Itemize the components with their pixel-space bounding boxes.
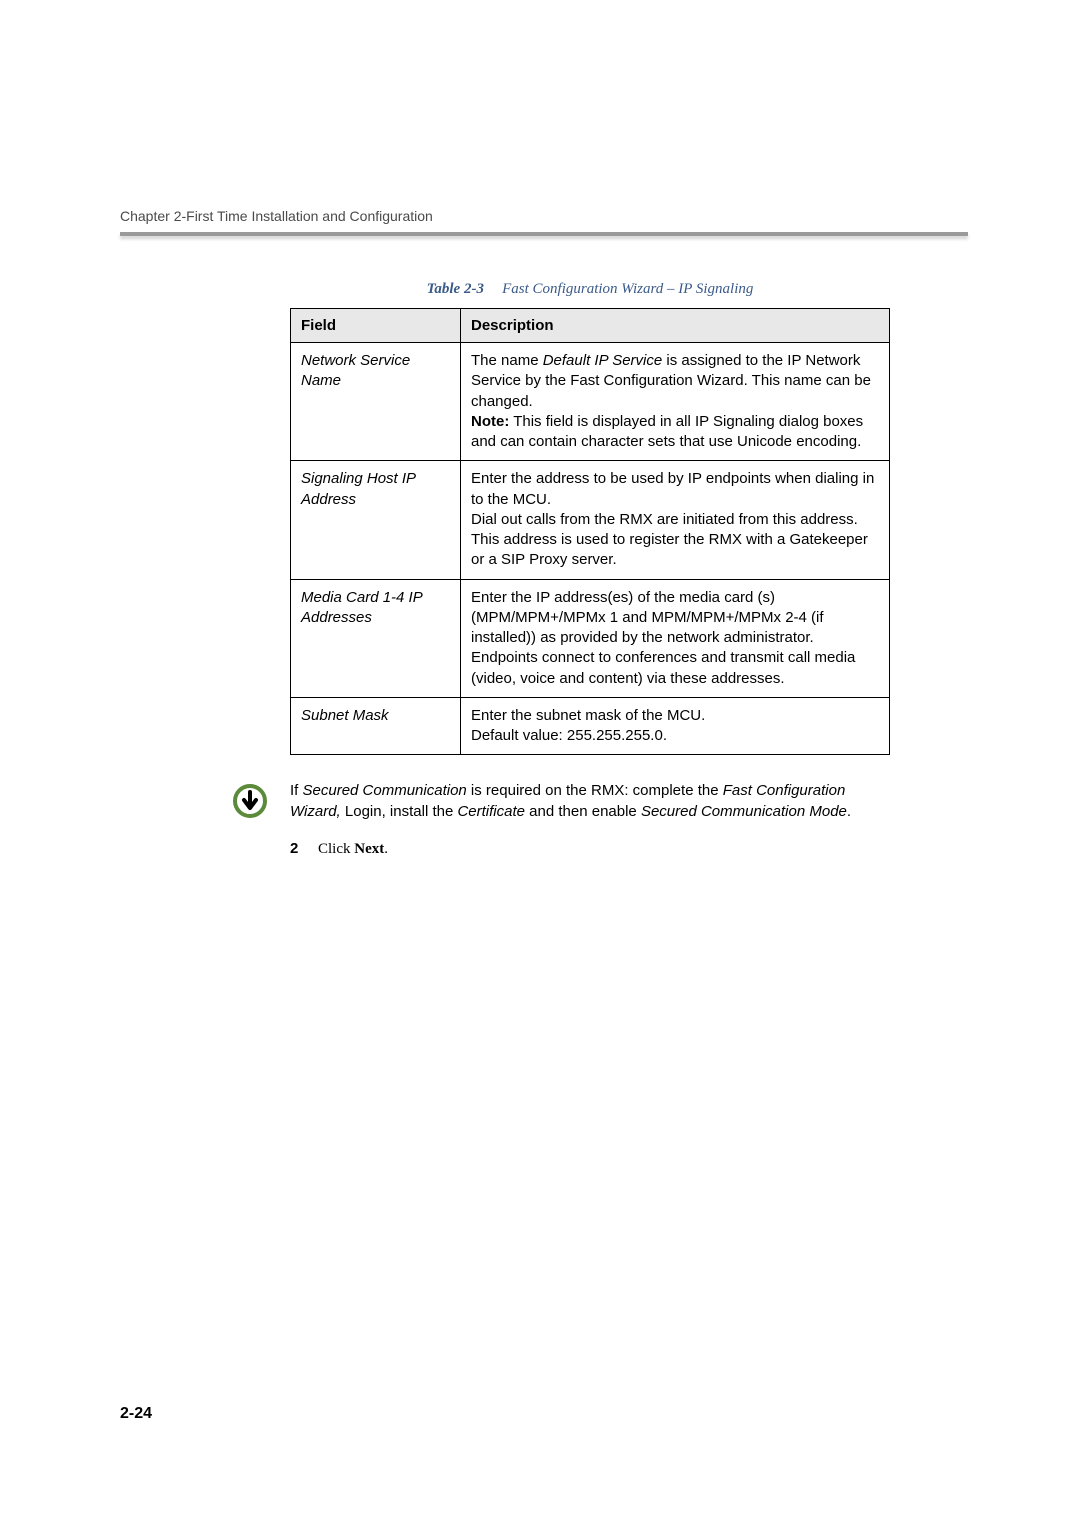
note-text-part: and then enable [525,803,641,820]
step-number: 2 [290,840,318,857]
desc-network-service-name: The name Default IP Service is assigned … [461,343,890,461]
desc-subnet-mask: Enter the subnet mask of the MCU. Defaul… [461,697,890,755]
desc-text: The name [471,352,543,369]
col-header-description: Description [461,309,890,343]
note-text-part: . [847,803,851,820]
page-number: 2-24 [120,1405,152,1423]
table-row: Media Card 1-4 IP Addresses Enter the IP… [291,579,890,697]
chapter-header: Chapter 2-First Time Installation and Co… [120,208,968,224]
field-network-service-name: Network Service Name [291,343,461,461]
note-em: Certificate [457,803,525,820]
field-subnet-mask: Subnet Mask [291,697,461,755]
note-em: Secured Communication Mode [641,803,847,820]
note-text-part: is required on the RMX: complete the [467,782,723,799]
table-header-row: Field Description [291,309,890,343]
table-caption-label: Table 2-3 [427,281,484,297]
header-rule [120,232,968,236]
table-row: Subnet Mask Enter the subnet mask of the… [291,697,890,755]
note-label: Note: [471,413,509,430]
desc-media-card: Enter the IP address(es) of the media ca… [461,579,890,697]
note-text: This field is displayed in all IP Signal… [471,413,863,450]
step-body: Click Next. [318,841,388,858]
note-em: Secured Communication [303,782,467,799]
field-media-card: Media Card 1-4 IP Addresses [291,579,461,697]
table-caption: Table 2-3 Fast Configuration Wizard – IP… [290,280,890,298]
note-paragraph: If Secured Communication is required on … [290,781,892,822]
content-block: Table 2-3 Fast Configuration Wizard – IP… [290,280,890,755]
table-row: Signaling Host IP Address Enter the addr… [291,461,890,579]
desc-em: Default IP Service [543,352,663,369]
table-caption-title: Fast Configuration Wizard – IP Signaling [502,281,753,297]
note-text-part: If [290,782,303,799]
step-2: 2 Click Next. [290,840,968,858]
field-signaling-host: Signaling Host IP Address [291,461,461,579]
note-icon-wrap [232,781,290,819]
circle-arrow-down-icon [232,783,268,819]
step-bold: Next [354,841,384,857]
desc-signaling-host: Enter the address to be used by IP endpo… [461,461,890,579]
step-text: . [384,841,388,857]
table-row: Network Service Name The name Default IP… [291,343,890,461]
page-container: Chapter 2-First Time Installation and Co… [0,0,1080,1527]
col-header-field: Field [291,309,461,343]
note-text-part: Login, install the [341,803,458,820]
step-text: Click [318,841,354,857]
ip-signaling-table: Field Description Network Service Name T… [290,308,890,755]
note-block: If Secured Communication is required on … [232,781,892,822]
